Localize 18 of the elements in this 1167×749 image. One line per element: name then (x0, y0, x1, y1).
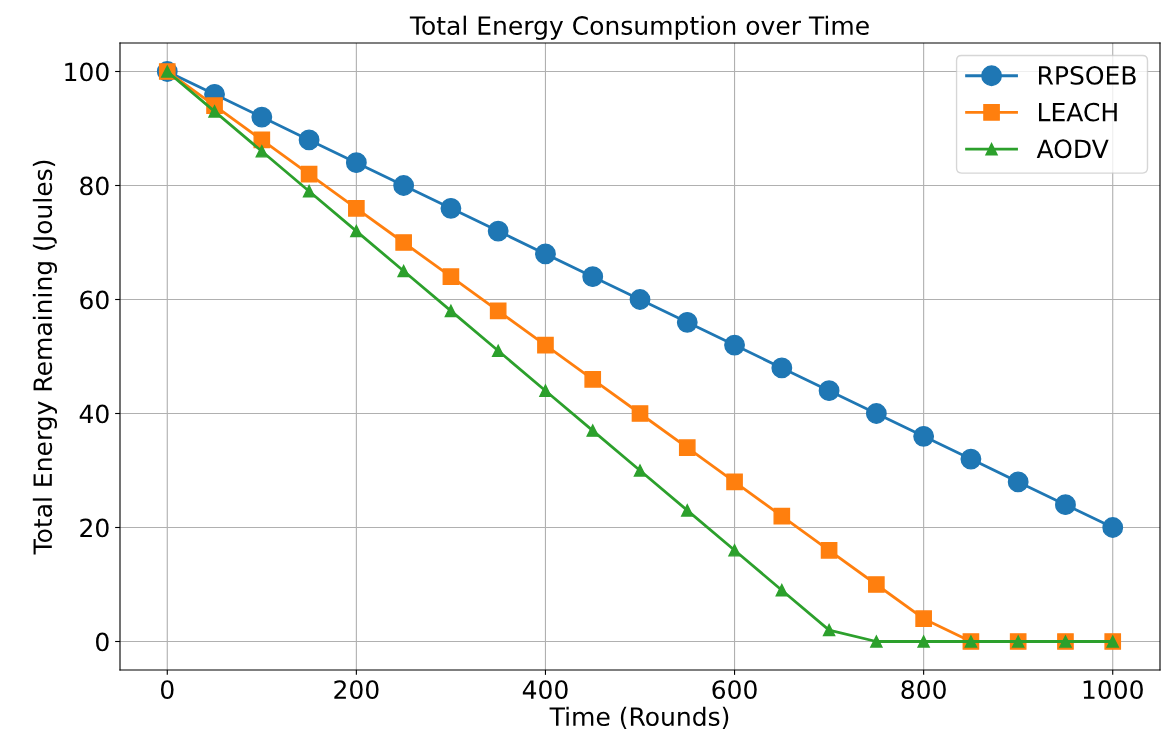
x-tick-label: 400 (522, 680, 568, 700)
x-tick-label: 800 (901, 680, 946, 700)
legend-label: AODV (1036, 139, 1109, 159)
y-tick-label: 80 (80, 176, 109, 196)
x-tick-label: 0 (160, 680, 174, 700)
y-tick-label: 20 (80, 518, 109, 538)
legend-label: LEACH (1039, 102, 1117, 122)
y-tick-label: 100 (65, 62, 109, 82)
y-tick-label: 40 (79, 404, 109, 424)
y-tick-label: 0 (96, 632, 109, 652)
chart-title: Total Energy Consumption over Time (409, 15, 869, 40)
legend-label: RPSOEB (1039, 65, 1136, 85)
y-axis-title: Total Energy Remaining (Joules) (32, 160, 57, 555)
x-tick-label: 600 (712, 680, 757, 700)
y-tick-label: 60 (80, 290, 109, 310)
x-tick-label: 200 (334, 680, 379, 700)
x-tick-label: 1000 (1083, 680, 1143, 700)
x-axis-title: Time (Rounds) (549, 706, 729, 729)
